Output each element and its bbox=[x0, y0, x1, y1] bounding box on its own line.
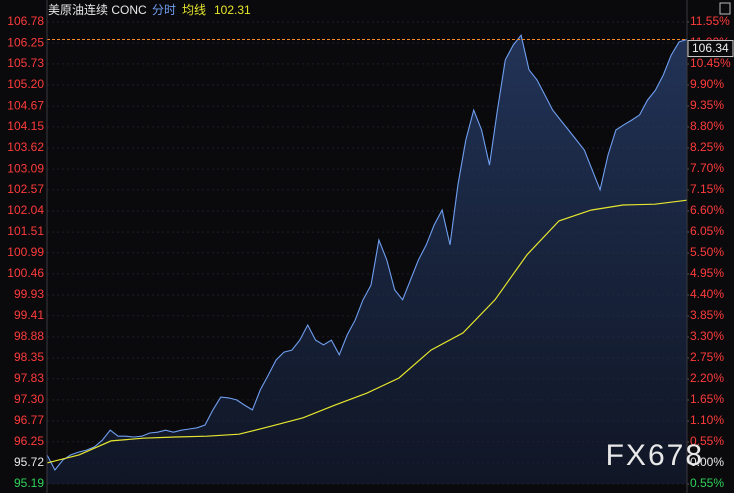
y2-tick-label: 2.75% bbox=[690, 350, 724, 364]
y-tick-label: 102.57 bbox=[7, 182, 44, 196]
y-tick-label: 99.93 bbox=[14, 287, 44, 301]
y-tick-label: 97.30 bbox=[14, 392, 44, 406]
menu-icon[interactable] bbox=[719, 2, 731, 15]
last-price-label: 106.34 bbox=[692, 41, 729, 55]
y2-tick-label: 4.95% bbox=[690, 266, 724, 280]
y-tick-label: 105.73 bbox=[7, 56, 44, 70]
y-tick-label: 104.67 bbox=[7, 98, 44, 112]
plot bbox=[46, 33, 688, 484]
y-tick-label: 103.62 bbox=[7, 140, 44, 154]
y-tick-label: 100.46 bbox=[7, 266, 44, 280]
y-tick-label: 96.77 bbox=[14, 413, 44, 427]
y2-tick-label: 5.50% bbox=[690, 245, 724, 259]
y-tick-label: 98.88 bbox=[14, 329, 44, 343]
y2-tick-label: 9.90% bbox=[690, 77, 724, 91]
series-line bbox=[46, 199, 688, 464]
y-tick-label: 97.83 bbox=[14, 371, 44, 385]
y2-tick-label: 1.65% bbox=[690, 392, 724, 406]
legend-entry: 分时 bbox=[152, 3, 176, 17]
y-tick-label: 103.09 bbox=[7, 161, 44, 175]
y2-tick-label: 3.85% bbox=[690, 308, 724, 322]
y2-tick-label: 7.15% bbox=[690, 182, 724, 196]
y2-tick-label: 7.70% bbox=[690, 161, 724, 175]
y-tick-label: 95.72 bbox=[14, 455, 44, 469]
y2-tick-label: 8.25% bbox=[690, 140, 724, 154]
chart-title: 美原油连续 CONC bbox=[48, 2, 147, 17]
y2-tick-label: 2.20% bbox=[690, 371, 724, 385]
y2-tick-label: 6.05% bbox=[690, 224, 724, 238]
y2-tick-label: 8.80% bbox=[690, 119, 724, 133]
y-tick-label: 106.78 bbox=[7, 14, 44, 28]
y2-tick-label: 0.55% bbox=[690, 434, 724, 448]
y-tick-label: 99.41 bbox=[14, 308, 44, 322]
area bbox=[47, 35, 687, 484]
y-tick-label: 102.04 bbox=[7, 203, 44, 217]
series-line bbox=[46, 33, 688, 472]
y2-tick-label: 0.00% bbox=[690, 455, 724, 469]
y-tick-label: 96.25 bbox=[14, 434, 44, 448]
y2-tick-label: 1.10% bbox=[690, 413, 724, 427]
y-tick-label: 101.51 bbox=[7, 224, 44, 238]
y2-tick-label: 9.35% bbox=[690, 98, 724, 112]
y-tick-label: 95.19 bbox=[14, 476, 44, 490]
y-tick-label: 105.20 bbox=[7, 77, 44, 91]
axes: 106.78 106.25 105.73 105.20 104.67 104.15 103.… bbox=[7, 14, 734, 490]
y-tick-label: 106.25 bbox=[7, 35, 44, 49]
y2-tick-label: 10.45% bbox=[690, 56, 731, 70]
y2-tick-label: 6.60% bbox=[690, 203, 724, 217]
y-tick-label: 104.15 bbox=[7, 119, 44, 133]
avg-price: 102.31 bbox=[214, 3, 251, 17]
y2-tick-label: 3.30% bbox=[690, 329, 724, 343]
watermark: FX678 bbox=[606, 439, 704, 472]
y-tick-label: 98.35 bbox=[14, 350, 44, 364]
last-price-box bbox=[687, 40, 734, 58]
legend-entry: 均线 bbox=[182, 3, 206, 17]
y2-tick-label: 4.40% bbox=[690, 287, 724, 301]
y-tick-label: 100.99 bbox=[7, 245, 44, 259]
y2-tick-label: 11.55% bbox=[690, 14, 730, 28]
y2-tick-label: 0.55% bbox=[690, 476, 724, 490]
